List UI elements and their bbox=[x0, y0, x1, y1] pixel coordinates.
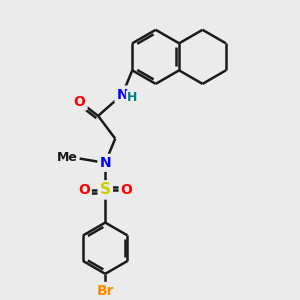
Text: O: O bbox=[78, 183, 90, 197]
Text: O: O bbox=[74, 95, 85, 109]
Text: N: N bbox=[99, 156, 111, 170]
Text: S: S bbox=[100, 182, 111, 197]
Text: O: O bbox=[121, 183, 133, 197]
Text: H: H bbox=[127, 92, 137, 104]
Text: Me: Me bbox=[56, 151, 77, 164]
Text: Br: Br bbox=[97, 284, 114, 298]
Text: N: N bbox=[116, 88, 128, 101]
